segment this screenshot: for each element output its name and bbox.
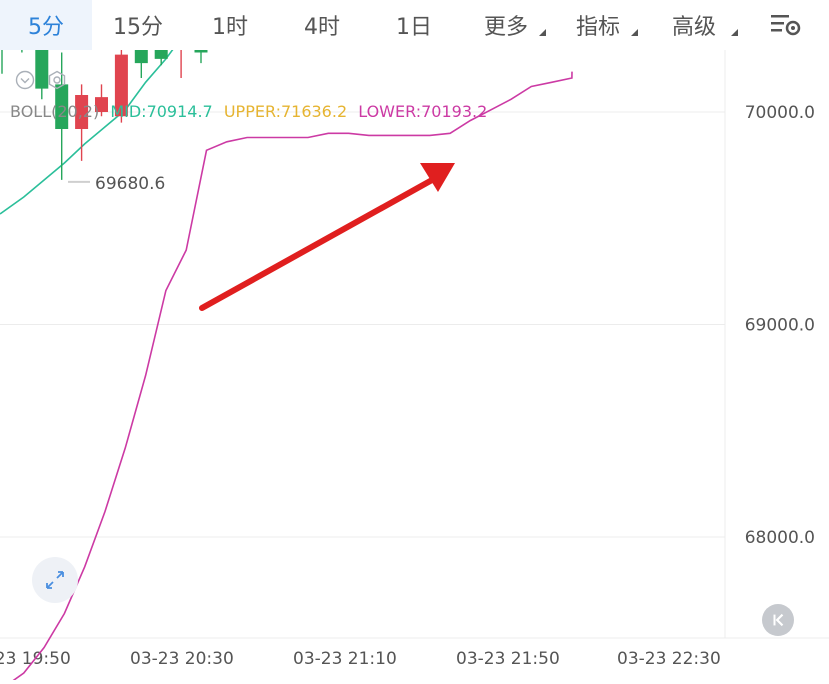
boll-lower: LOWER:70193.2 — [358, 102, 488, 121]
tab-5[interactable]: 更多 — [460, 0, 552, 50]
candle-body — [194, 41, 208, 53]
tab-label: 更多 — [483, 15, 528, 40]
candle-body — [134, 48, 148, 64]
tab-7[interactable]: 高级 — [644, 0, 744, 50]
tab-label: 5分 — [28, 15, 64, 40]
tab-label: 1日 — [396, 15, 432, 40]
boll-mid: MID:70914.7 — [110, 102, 213, 121]
tab-label: 高级 — [671, 15, 716, 40]
fullscreen-button[interactable] — [32, 557, 78, 603]
x-tick-label: 03-23 20:30 — [130, 649, 234, 669]
candle-body — [95, 97, 108, 112]
candle-body — [75, 95, 89, 129]
tab-label: 指标 — [575, 15, 620, 40]
tab-label: 4时 — [304, 15, 340, 40]
trend-arrowhead — [420, 163, 455, 192]
candle-body — [55, 84, 69, 129]
boll-lower-line — [7, 71, 573, 684]
tab-3[interactable]: 4时 — [276, 0, 368, 50]
chart-settings-icon[interactable] — [771, 12, 801, 38]
back-to-latest-icon — [773, 613, 784, 627]
candle-body — [114, 54, 128, 117]
y-tick-label: 69000.0 — [745, 316, 815, 336]
tab-2[interactable]: 1时 — [184, 0, 276, 50]
x-tick-label: 03-23 21:10 — [293, 649, 397, 669]
x-tick-label: 03-23 22:30 — [617, 649, 721, 669]
tab-label: 1时 — [212, 15, 248, 40]
tab-6[interactable]: 指标 — [552, 0, 644, 50]
boll-mid-line — [0, 0, 431, 215]
tab-4[interactable]: 1日 — [368, 0, 460, 50]
y-tick-label: 68000.0 — [745, 528, 815, 548]
boll-label: BOLL(20,2) — [10, 102, 100, 121]
low-label: 69680.6 — [95, 174, 165, 194]
expand-icon — [46, 571, 64, 589]
timeframe-tabs: 5分 15分 1时 4时 1日 更多 指标 高级 — [0, 0, 829, 50]
collapse-indicator-icon[interactable] — [15, 70, 35, 90]
tab-label: 15分 — [113, 15, 163, 40]
tab-0[interactable]: 5分 — [0, 0, 92, 50]
dropdown-caret-icon — [631, 29, 638, 36]
indicator-settings-icon[interactable] — [47, 70, 67, 90]
trend-arrow-line — [199, 177, 435, 311]
scroll-to-latest-button[interactable] — [762, 604, 794, 636]
candle-body — [154, 48, 168, 59]
boll-upper: UPPER:71636.2 — [223, 102, 348, 121]
x-tick-label: 03-23 21:50 — [456, 649, 560, 669]
tab-1[interactable]: 15分 — [92, 0, 184, 50]
dropdown-caret-icon — [731, 29, 738, 36]
dropdown-caret-icon — [539, 29, 546, 36]
indicator-controls — [15, 70, 67, 90]
boll-legend: BOLL(20,2) MID:70914.7 UPPER:71636.2 LOW… — [10, 102, 493, 121]
y-tick-label: 70000.0 — [745, 103, 815, 123]
